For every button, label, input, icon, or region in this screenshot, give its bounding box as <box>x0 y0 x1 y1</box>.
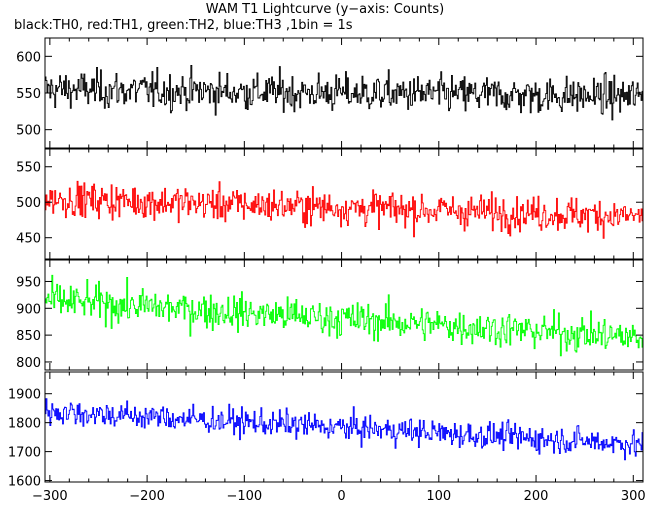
chart-subtitle: black:TH0, red:TH1, green:TH2, blue:TH3 … <box>14 18 353 33</box>
y-tick-label: 500 <box>16 124 41 139</box>
y-tick-label: 1600 <box>8 475 41 490</box>
y-tick-label: 1800 <box>8 417 41 432</box>
y-tick-label: 1900 <box>8 388 41 403</box>
x-tick-label: 300 <box>621 489 646 504</box>
panel-frame <box>44 259 644 371</box>
y-tick-label: 550 <box>16 161 41 176</box>
panel-th0: 500 550 600 <box>16 37 644 149</box>
y-tick-label: 550 <box>16 87 41 102</box>
x-tick-label: −100 <box>226 489 262 504</box>
x-tick-label: 100 <box>426 489 451 504</box>
panel-th1: 450 500 550 <box>16 148 644 260</box>
y-tick-label: 1700 <box>8 446 41 461</box>
y-tick-label: 850 <box>16 329 41 344</box>
y-tick-label: 500 <box>16 196 41 211</box>
x-tick-label: −200 <box>129 489 165 504</box>
y-tick-label: 600 <box>16 50 41 65</box>
series-th2 <box>45 274 643 357</box>
chart-title: WAM T1 Lightcurve (y−axis: Counts) <box>205 2 445 17</box>
x-tick-label: 0 <box>337 489 345 504</box>
x-tick-label: −300 <box>32 489 68 504</box>
series-th1 <box>45 180 643 239</box>
panel-th3: 1600 1700 1800 1900 <box>8 371 644 490</box>
panel-frame <box>44 371 644 483</box>
y-tick-label: 900 <box>16 302 41 317</box>
y-tick-label: 800 <box>16 356 41 371</box>
y-tick-label: 450 <box>16 232 41 247</box>
series-th3 <box>45 398 643 461</box>
series-th0 <box>45 65 643 121</box>
x-tick-label: 200 <box>524 489 549 504</box>
panel-th2: 800 850 900 950 <box>16 259 644 371</box>
y-tick-label: 950 <box>16 275 41 290</box>
panel-frame <box>44 148 644 260</box>
